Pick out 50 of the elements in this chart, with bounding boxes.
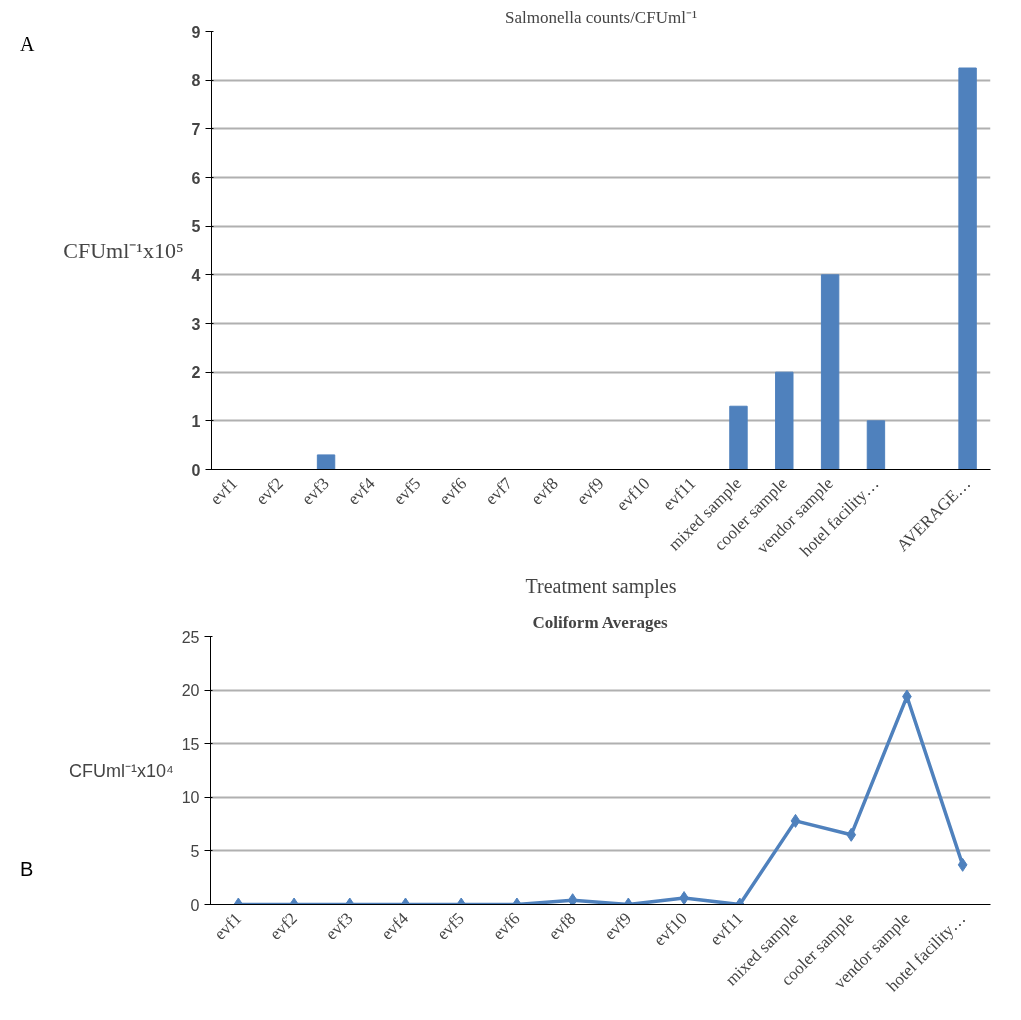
y-axis-title: CFUml⁻¹x10⁵ xyxy=(63,238,184,263)
x-tick-label: evf5 xyxy=(433,908,468,944)
point xyxy=(957,857,968,872)
bar xyxy=(775,371,794,470)
y-tick-label: 0 xyxy=(191,461,201,479)
x-tick-label: evf2 xyxy=(265,908,301,944)
y-tick-label: 15 xyxy=(181,735,200,753)
x-tick-label: evf1 xyxy=(206,473,242,509)
bar xyxy=(820,274,840,470)
x-tick-label: evf3 xyxy=(321,908,357,944)
y-tick-label: 4 xyxy=(191,266,201,284)
x-tick-label: evf6 xyxy=(435,473,471,509)
x-tick-label: evf7 xyxy=(481,473,517,509)
bar xyxy=(729,405,748,470)
x-tick-label: evf3 xyxy=(297,473,333,509)
y-axis-title: CFUml⁻¹x10⁴ xyxy=(68,760,174,781)
point xyxy=(567,893,578,905)
chart-title: Salmonella counts/CFUml⁻¹ xyxy=(505,7,697,27)
y-tick-label: 0 xyxy=(190,896,200,914)
point xyxy=(790,813,801,828)
x-tick-label: evf9 xyxy=(600,908,636,944)
y-tick-label: 8 xyxy=(191,72,201,90)
y-tick-label: 1 xyxy=(191,412,201,430)
chart-title: Coliform Averages xyxy=(532,612,668,632)
x-tick-label: evf8 xyxy=(544,908,580,944)
x-tick-label: evf5 xyxy=(389,473,425,509)
y-tick-label: 10 xyxy=(181,789,200,807)
y-tick-label: 2 xyxy=(191,364,201,382)
bar xyxy=(866,420,886,470)
x-axis-title: Treatment samples xyxy=(525,575,677,599)
x-tick-label: evf2 xyxy=(252,473,287,509)
x-tick-label: evf4 xyxy=(377,908,413,944)
y-tick-label: 7 xyxy=(191,120,201,138)
x-tick-label: evf6 xyxy=(488,908,524,944)
x-tick-label: evf4 xyxy=(343,473,379,509)
y-tick-label: 9 xyxy=(191,23,201,41)
x-tick-label: evf9 xyxy=(572,473,608,509)
y-tick-label: 25 xyxy=(181,628,200,646)
y-tick-label: 5 xyxy=(191,218,201,236)
bar xyxy=(958,67,977,470)
text: B xyxy=(20,857,34,882)
text: A xyxy=(20,32,35,57)
x-tick-label: evf8 xyxy=(527,473,562,509)
y-tick-label: 3 xyxy=(191,315,201,333)
point xyxy=(846,827,857,842)
y-tick-label: 6 xyxy=(191,169,201,187)
x-tick-label: evf1 xyxy=(210,908,246,944)
y-tick-label: 20 xyxy=(181,682,200,700)
y-tick-label: 5 xyxy=(190,842,200,860)
bar xyxy=(316,454,336,470)
